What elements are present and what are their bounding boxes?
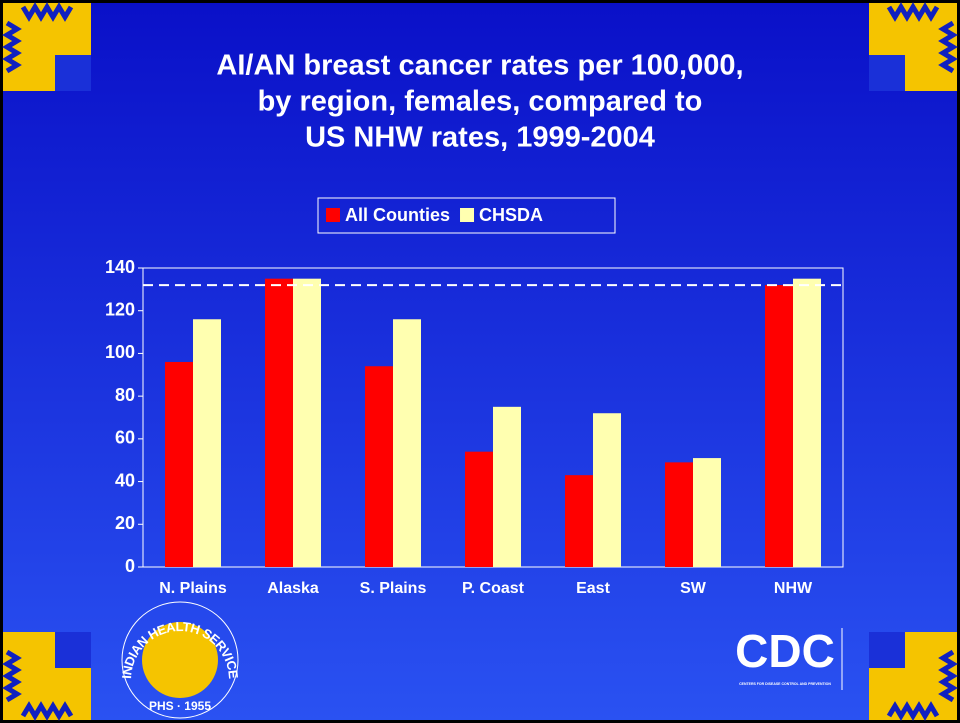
bar <box>765 285 793 567</box>
bar <box>493 406 521 567</box>
legend-box <box>317 197 616 234</box>
bar <box>465 451 493 567</box>
bar <box>665 462 693 567</box>
x-tick-label: SW <box>680 580 707 597</box>
y-tick-label: 60 <box>115 428 135 448</box>
bar <box>565 475 593 567</box>
bar <box>693 458 721 567</box>
corner-decoration <box>3 3 91 91</box>
x-tick-label: P. Coast <box>462 580 525 597</box>
y-tick-label: 140 <box>105 257 135 277</box>
bar <box>793 278 821 567</box>
bar <box>265 278 293 567</box>
y-tick-label: 20 <box>115 513 135 533</box>
corner-decoration <box>869 3 957 91</box>
cdc-logo: CDC CENTERS FOR DISEASE CONTROL AND PREV… <box>735 625 843 690</box>
legend-swatch <box>460 208 475 222</box>
x-tick-label: S. Plains <box>360 580 427 597</box>
cdc-text: CDC <box>735 625 835 677</box>
corner-decoration <box>3 632 91 720</box>
x-tick-label: NHW <box>774 580 813 597</box>
y-tick-label: 0 <box>125 556 135 576</box>
cdc-subtext: CENTERS FOR DISEASE CONTROL AND PREVENTI… <box>739 682 831 686</box>
x-tick-label: East <box>576 580 610 597</box>
y-tick-label: 100 <box>105 342 135 362</box>
chart-title: AI/AN breast cancer rates per 100,000, <box>216 50 743 82</box>
corner-decoration <box>869 632 957 720</box>
bar <box>393 319 421 567</box>
bar <box>365 366 393 567</box>
bar <box>593 413 621 567</box>
bar <box>165 361 193 567</box>
logo-ring <box>121 601 239 719</box>
chart-title: US NHW rates, 1999-2004 <box>305 122 655 154</box>
logo-emblem <box>142 622 218 698</box>
legend-label: All Counties <box>345 205 450 225</box>
y-tick-label: 80 <box>115 385 135 405</box>
x-tick-label: N. Plains <box>159 580 227 597</box>
chart-title: by region, females, compared to <box>258 86 703 118</box>
bar <box>293 278 321 567</box>
y-tick-label: 40 <box>115 470 135 490</box>
logo-year: PHS · 1955 <box>149 699 211 713</box>
legend-label: CHSDA <box>479 205 543 225</box>
bar <box>193 319 221 567</box>
x-tick-label: Alaska <box>267 580 319 597</box>
legend-swatch <box>326 208 340 222</box>
y-tick-label: 120 <box>105 299 135 319</box>
